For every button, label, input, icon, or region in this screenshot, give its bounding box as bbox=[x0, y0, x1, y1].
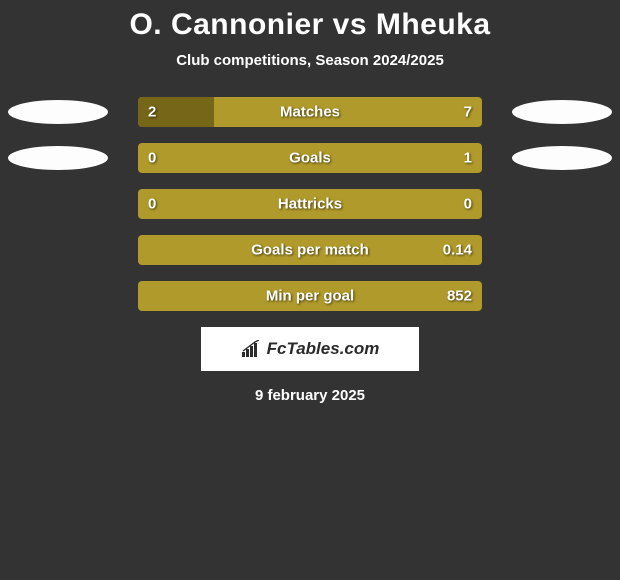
stat-bar: 2 Matches 7 bbox=[138, 97, 482, 127]
stat-value-right: 0.14 bbox=[443, 242, 472, 259]
stat-label: Goals bbox=[289, 150, 331, 167]
stat-row: 0 Hattricks 0 bbox=[0, 189, 620, 219]
stats-area: 2 Matches 7 0 Goals 1 0 bbox=[0, 97, 620, 311]
stat-label: Min per goal bbox=[266, 288, 354, 305]
stat-value-left: 0 bbox=[148, 196, 156, 213]
page-subtitle: Club competitions, Season 2024/2025 bbox=[0, 52, 620, 69]
brand-box: FcTables.com bbox=[201, 327, 419, 371]
stat-label: Hattricks bbox=[278, 196, 342, 213]
stat-bar: 0 Hattricks 0 bbox=[138, 189, 482, 219]
stat-value-right: 1 bbox=[464, 150, 472, 167]
stat-row: Min per goal 852 bbox=[0, 281, 620, 311]
stat-row: Goals per match 0.14 bbox=[0, 235, 620, 265]
stat-value-right: 0 bbox=[464, 196, 472, 213]
stat-value-left: 0 bbox=[148, 150, 156, 167]
player-pill-left bbox=[8, 100, 108, 124]
stat-bar: 0 Goals 1 bbox=[138, 143, 482, 173]
stat-bar: Min per goal 852 bbox=[138, 281, 482, 311]
stat-bar: Goals per match 0.14 bbox=[138, 235, 482, 265]
date-line: 9 february 2025 bbox=[0, 387, 620, 404]
stat-label: Matches bbox=[280, 104, 340, 121]
bar-chart-icon bbox=[241, 340, 263, 358]
stat-value-right: 852 bbox=[447, 288, 472, 305]
stat-value-right: 7 bbox=[464, 104, 472, 121]
comparison-infographic: O. Cannonier vs Mheuka Club competitions… bbox=[0, 0, 620, 404]
player-pill-right bbox=[512, 146, 612, 170]
stat-row: 2 Matches 7 bbox=[0, 97, 620, 127]
player-pill-right bbox=[512, 100, 612, 124]
stat-label: Goals per match bbox=[251, 242, 369, 259]
stat-value-left: 2 bbox=[148, 104, 156, 121]
stat-row: 0 Goals 1 bbox=[0, 143, 620, 173]
page-title: O. Cannonier vs Mheuka bbox=[0, 8, 620, 42]
brand-text: FcTables.com bbox=[267, 339, 380, 359]
player-pill-left bbox=[8, 146, 108, 170]
